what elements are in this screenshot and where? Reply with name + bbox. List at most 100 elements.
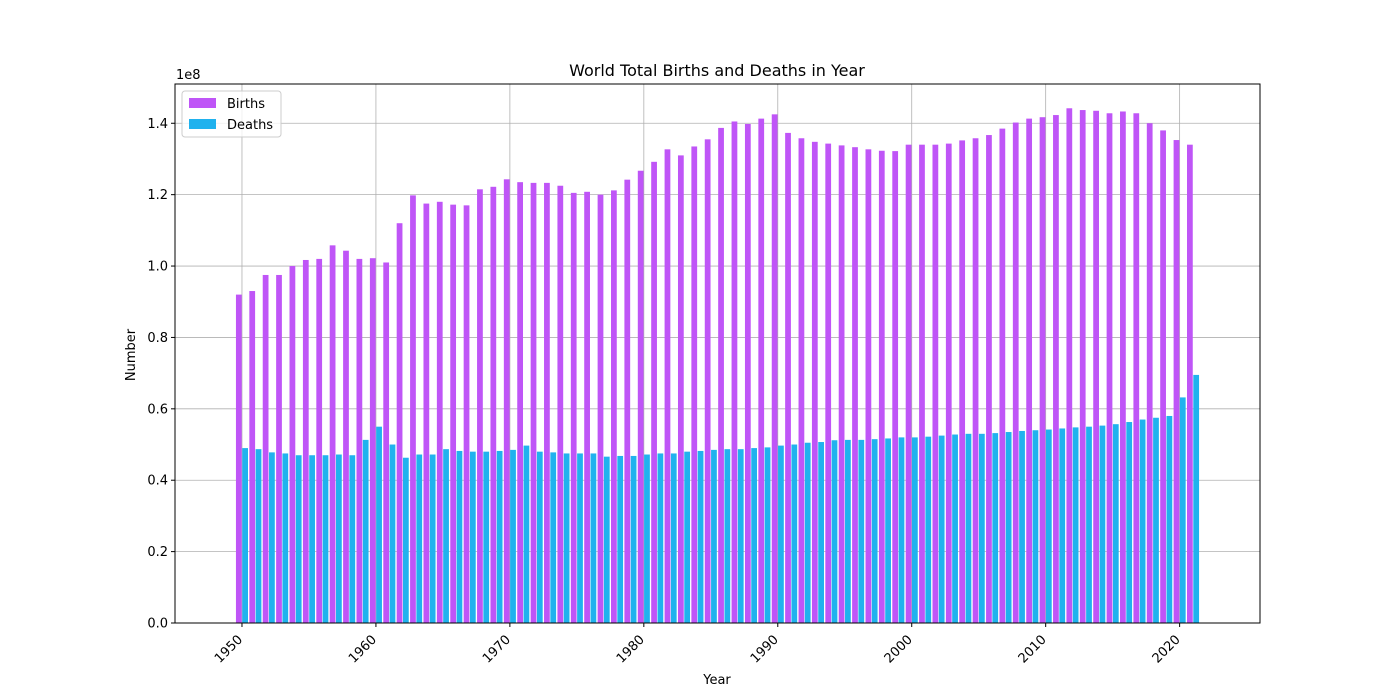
bar-deaths xyxy=(536,451,543,623)
bar-deaths xyxy=(349,455,356,623)
bar-deaths xyxy=(630,455,637,623)
bar-deaths xyxy=(978,433,985,623)
bar-births xyxy=(691,146,698,623)
bar-births xyxy=(1146,123,1153,624)
plot-frame xyxy=(174,83,1261,624)
bar-deaths xyxy=(469,451,476,623)
bar-deaths xyxy=(644,454,650,623)
legend: Births Deaths xyxy=(181,90,282,138)
bar-births xyxy=(825,143,832,623)
bar-deaths xyxy=(510,449,516,623)
bar-deaths xyxy=(429,454,436,623)
bar-deaths xyxy=(737,449,744,623)
bar-deaths xyxy=(309,455,315,623)
bar-births xyxy=(972,138,979,623)
bar-deaths xyxy=(992,433,999,623)
bar-deaths xyxy=(295,455,302,623)
bar-deaths xyxy=(938,435,945,623)
bar-births xyxy=(892,151,899,623)
bar-births xyxy=(262,274,269,623)
bar-births xyxy=(343,250,349,623)
bar-births xyxy=(383,262,390,623)
bar-births xyxy=(477,189,483,623)
bar-deaths xyxy=(617,455,624,623)
bar-deaths xyxy=(965,433,972,623)
bar-deaths xyxy=(711,449,717,623)
y-tick-label: 1.4 xyxy=(147,117,168,132)
bar-deaths xyxy=(336,454,342,623)
bar-births xyxy=(1039,117,1046,623)
bar-deaths xyxy=(657,453,664,623)
legend-label-deaths: Deaths xyxy=(227,118,273,133)
bar-births xyxy=(838,145,845,623)
bar-births xyxy=(744,123,751,623)
bar-births xyxy=(905,144,912,623)
bar-deaths xyxy=(724,449,731,623)
bar-deaths xyxy=(577,453,583,623)
bar-births xyxy=(758,118,765,623)
bar-births xyxy=(1173,140,1180,623)
bar-births xyxy=(704,139,711,623)
bar-births xyxy=(785,132,791,623)
bar-births xyxy=(878,150,885,623)
bar-deaths xyxy=(791,444,798,623)
bar-deaths xyxy=(269,452,275,623)
bar-births xyxy=(410,195,416,623)
bar-deaths xyxy=(1112,424,1119,623)
bar-deaths xyxy=(751,448,758,623)
bar-births xyxy=(570,192,577,624)
y-tick-label: 0.4 xyxy=(147,474,168,489)
y-tick-label: 0.0 xyxy=(147,617,168,632)
bar-births xyxy=(544,182,550,623)
legend-swatch-deaths xyxy=(189,119,216,129)
bar-deaths xyxy=(898,437,905,623)
y-tick-label: 0.8 xyxy=(147,331,168,346)
bar-births xyxy=(1079,110,1086,623)
bar-births xyxy=(919,144,925,623)
bar-deaths xyxy=(523,445,530,623)
bar-deaths xyxy=(1045,429,1052,623)
bar-births xyxy=(677,155,684,623)
bar-births xyxy=(530,182,537,623)
bar-births xyxy=(436,201,443,623)
bar-deaths xyxy=(845,439,851,623)
bar-births xyxy=(999,128,1006,623)
bar-births xyxy=(1066,108,1073,624)
bar-births xyxy=(611,190,617,623)
bar-births xyxy=(718,127,724,623)
bar-births xyxy=(329,245,336,623)
bar-deaths xyxy=(496,450,503,623)
bar-births xyxy=(490,186,497,623)
bar-births xyxy=(1012,122,1019,623)
bar-deaths xyxy=(1166,415,1173,623)
bar-deaths xyxy=(456,450,463,623)
bar-deaths xyxy=(858,439,865,623)
bar-births xyxy=(1026,118,1033,623)
bar-births xyxy=(986,135,992,623)
bar-deaths xyxy=(603,456,610,623)
bar-deaths xyxy=(1072,427,1079,623)
bar-births xyxy=(651,161,657,623)
legend-swatch-births xyxy=(189,98,216,108)
bar-deaths xyxy=(1153,417,1159,623)
bar-births xyxy=(932,144,939,623)
y-tick-label: 0.6 xyxy=(147,402,168,417)
x-axis-label: Year xyxy=(702,673,731,688)
bar-deaths xyxy=(1005,432,1012,623)
bar-births xyxy=(249,291,256,623)
bar-births xyxy=(798,138,805,623)
bar-deaths xyxy=(322,455,329,623)
bar-births xyxy=(1093,110,1099,623)
bar-births xyxy=(235,294,242,623)
bar-deaths xyxy=(1139,419,1146,623)
bar-deaths xyxy=(778,445,784,623)
bar-births xyxy=(1106,113,1113,623)
bar-deaths xyxy=(443,449,449,623)
y-axis: 0.0 0.2 0.4 0.6 0.8 1.0 1.2 1.4 xyxy=(147,117,175,632)
bar-deaths xyxy=(804,442,811,623)
bar-deaths xyxy=(1193,374,1200,623)
bar-deaths xyxy=(911,437,918,623)
bar-deaths xyxy=(925,436,932,623)
bar-deaths xyxy=(402,457,409,623)
bar-births xyxy=(302,259,309,623)
